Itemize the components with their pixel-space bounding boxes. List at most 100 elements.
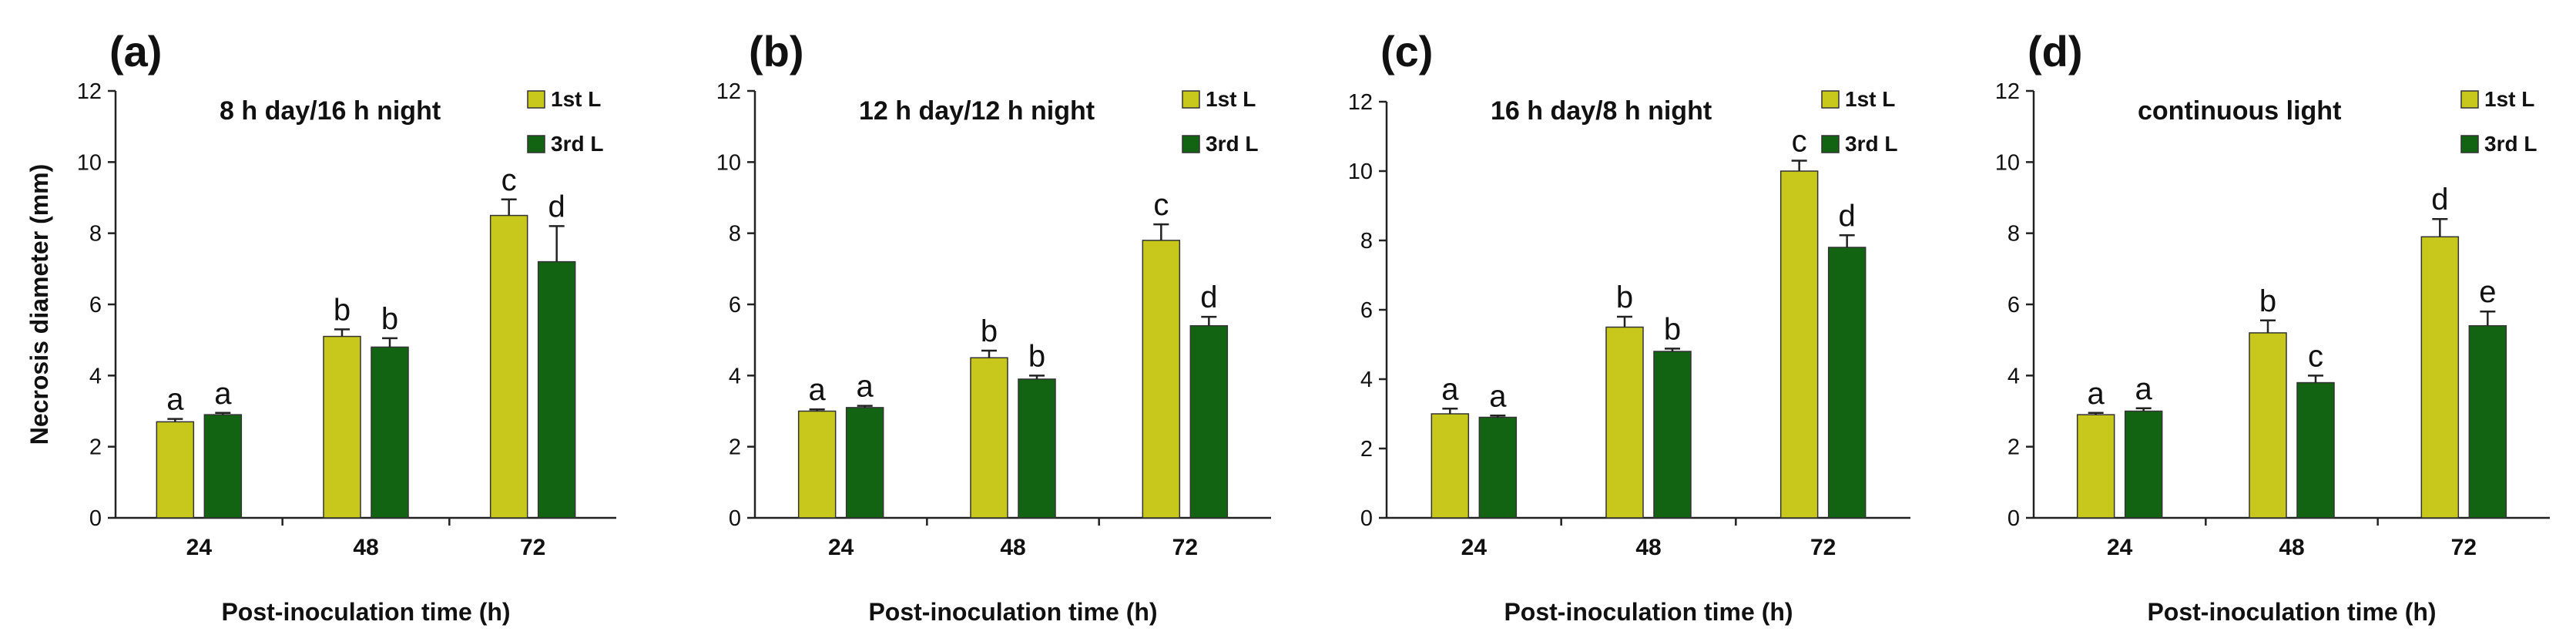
legend-swatch	[1182, 90, 1200, 109]
bar-3rdl-48h	[371, 346, 409, 519]
x-axis-title: Post-inoculation time (h)	[1504, 598, 1793, 626]
bar-1stl-48h	[2249, 332, 2287, 519]
bar-1stl-24h	[797, 410, 837, 519]
bar-3rdl-24h	[845, 407, 884, 519]
panel-letter: (c)	[1380, 27, 1433, 76]
significance-letter: d	[548, 190, 565, 223]
x-tick-label: 24	[828, 535, 854, 560]
y-tick-label: 0	[1360, 506, 1373, 531]
x-tick-label: 48	[1635, 535, 1661, 560]
significance-letter: b	[981, 314, 998, 348]
panel-title: 12 h day/12 h night	[859, 96, 1095, 126]
legend-label: 1st L	[1845, 87, 1895, 111]
error-bar	[215, 412, 231, 415]
x-tick-label: 24	[186, 535, 213, 560]
legend-label: 1st L	[1206, 87, 1256, 111]
y-tick-label: 2	[1360, 437, 1373, 462]
bar-3rdl-48h	[1653, 351, 1692, 519]
legend-swatch	[527, 135, 545, 153]
significance-letter: c	[1153, 188, 1169, 222]
bar-1stl-48h	[323, 335, 361, 519]
bar-1stl-24h	[1431, 413, 1470, 519]
panel-title: 16 h day/8 h night	[1491, 96, 1712, 126]
x-tick-label: 48	[2279, 535, 2304, 560]
y-tick-label: 4	[1360, 368, 1373, 392]
error-bar	[167, 418, 183, 422]
error-bar	[2308, 375, 2323, 383]
x-tick-label: 24	[2107, 535, 2133, 560]
y-tick-label: 6	[1360, 298, 1373, 323]
y-tick-label: 0	[729, 506, 741, 531]
panel-title: 8 h day/16 h night	[220, 96, 441, 126]
bar-1stl-72h	[1779, 170, 1819, 519]
x-tick-label: 72	[520, 535, 545, 560]
y-tick-label: 4	[89, 364, 102, 388]
y-tick-label: 10	[77, 150, 102, 175]
y-tick-label: 6	[2007, 293, 2020, 318]
y-tick-label: 12	[1348, 90, 1373, 115]
error-bar	[548, 225, 565, 262]
y-tick-label: 10	[1995, 150, 2020, 175]
significance-letter: a	[214, 377, 232, 411]
x-tick-label: 48	[1000, 535, 1025, 560]
significance-letter: b	[1028, 339, 1045, 373]
significance-letter: b	[1616, 281, 1633, 314]
error-bar	[2088, 412, 2104, 415]
error-bar	[1442, 408, 1458, 414]
x-tick-label: 24	[1461, 535, 1488, 560]
error-bar	[2260, 319, 2276, 333]
y-tick-label: 6	[89, 293, 102, 318]
significance-letter: a	[809, 373, 827, 407]
bar-1stl-48h	[1605, 326, 1644, 519]
panel-title: continuous light	[2138, 96, 2341, 126]
error-bar	[2135, 407, 2152, 412]
y-tick-label: 8	[2007, 222, 2020, 247]
x-tick-label: 48	[353, 535, 378, 560]
y-axis-title: Necrosis diameter (mm)	[25, 164, 53, 445]
y-tick-label: 4	[729, 364, 741, 388]
panel-letter: (a)	[109, 27, 162, 76]
x-tick-label: 72	[1172, 535, 1198, 560]
significance-letter: d	[2431, 183, 2448, 217]
significance-letter: c	[2308, 339, 2323, 373]
bar-3rdl-24h	[1478, 416, 1518, 519]
bar-3rdl-24h	[2124, 410, 2163, 519]
error-bar	[809, 408, 825, 412]
bar-3rdl-48h	[1018, 378, 1056, 519]
significance-letter: a	[2135, 372, 2153, 406]
error-bar	[1490, 415, 1506, 418]
panel-letter: (b)	[749, 27, 804, 76]
y-tick-label: 2	[89, 435, 102, 460]
y-tick-label: 4	[2007, 364, 2020, 388]
bar-3rdl-48h	[2296, 381, 2335, 519]
legend-swatch	[1182, 135, 1200, 153]
legend-swatch	[2460, 135, 2479, 153]
bar-3rdl-72h	[2468, 324, 2507, 519]
x-axis-title: Post-inoculation time (h)	[2147, 598, 2436, 626]
significance-letter: d	[1839, 199, 1856, 233]
error-bar	[981, 349, 997, 358]
error-bar	[1201, 315, 1217, 326]
x-tick-label: 72	[1810, 535, 1836, 560]
significance-letter: a	[1441, 372, 1459, 406]
legend-swatch	[1821, 135, 1840, 153]
significance-letter: d	[1200, 281, 1217, 314]
error-bar	[857, 405, 873, 408]
error-bar	[1029, 375, 1045, 379]
error-bar	[1839, 234, 1855, 247]
y-tick-label: 0	[89, 506, 102, 531]
y-tick-label: 10	[716, 150, 741, 175]
bar-3rdl-72h	[1827, 247, 1867, 519]
bar-1stl-48h	[970, 357, 1008, 519]
bar-1stl-24h	[2076, 414, 2115, 519]
x-axis-title: Post-inoculation time (h)	[221, 598, 510, 626]
error-bar	[2480, 310, 2496, 326]
significance-letter: b	[1664, 312, 1681, 346]
bar-3rdl-72h	[1189, 324, 1229, 519]
error-bar	[1665, 348, 1680, 351]
significance-letter: b	[334, 293, 351, 327]
